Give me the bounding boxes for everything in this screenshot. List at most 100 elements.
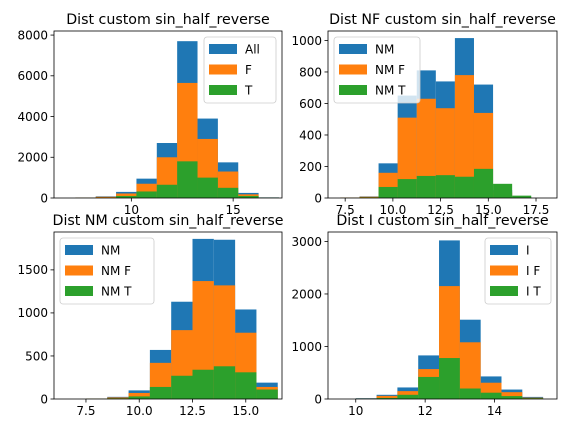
x-tick-label: 7.5 [76, 404, 95, 418]
y-tick-label: 8000 [17, 28, 48, 42]
bar-i-f [501, 392, 523, 399]
legend-label: NM [101, 244, 120, 258]
legend-label: NM T [101, 285, 132, 299]
bar-t [177, 161, 198, 198]
y-tick-label: 2000 [291, 287, 322, 301]
bar-i-t [376, 397, 398, 399]
y-tick-label: 1000 [291, 340, 322, 354]
legend-swatch-nm-f [65, 265, 93, 276]
legend-label: NM T [375, 84, 406, 98]
legend-label: NM F [375, 63, 405, 77]
bar-nm-t [235, 372, 257, 399]
bar-nm-t [192, 369, 214, 399]
bar-nm-t [454, 176, 474, 198]
bar-t [116, 195, 137, 198]
bar-f [116, 193, 137, 198]
subplot-1: 10 15 0 2000 4000 6000 8000 Dist custom sin_hal… [17, 12, 283, 217]
bar-nm-t [128, 396, 150, 399]
legend-swatch-nm [339, 44, 367, 54]
y-tick-label: 4000 [17, 110, 48, 124]
chart-title: Dist NM custom sin_half_reverse [53, 213, 284, 229]
bar-nm-f [454, 75, 474, 198]
y-tick-label: 500 [25, 349, 48, 363]
bar-nm-t [213, 366, 236, 399]
y-tick-label: 0 [40, 392, 48, 406]
chart-title: Dist NF custom sin_half_reverse [329, 12, 556, 28]
bar-t [197, 177, 218, 198]
legend-swatch-all [209, 44, 237, 54]
legend: NM NM F NM T [59, 237, 155, 305]
bar-nm-t [149, 386, 172, 399]
legend-label: All [245, 43, 260, 57]
x-tick-label: 10 [348, 404, 363, 418]
bar-nm-t [397, 179, 417, 198]
y-tick-label: 6000 [17, 69, 48, 83]
x-tick-label: 15 [226, 203, 241, 217]
legend-swatch-f [209, 64, 237, 75]
subplot-4: 10 12 14 0 1000 2000 3000 Dist I custom sin_hal… [291, 213, 558, 418]
bar-i-t [480, 392, 502, 399]
x-tick-label: 7.5 [336, 203, 355, 217]
legend-label: I F [526, 264, 540, 278]
y-tick-label: 3000 [291, 235, 322, 249]
y-tick-label: 400 [299, 128, 322, 142]
bar-t [156, 184, 178, 198]
bar-nm-f [128, 392, 150, 399]
bar-i-t [397, 394, 419, 399]
chart-title: Dist I custom sin_half_reverse [336, 213, 548, 229]
legend-swatch-nm [65, 245, 93, 255]
bar-nm-f [107, 397, 129, 399]
x-tick-label: 17.5 [523, 203, 550, 217]
y-tick-label: 1500 [17, 263, 48, 277]
bar-nm-f [192, 281, 214, 399]
y-tick-label: 0 [314, 191, 322, 205]
bar-t [238, 195, 259, 198]
legend-label: T [244, 84, 253, 98]
bar-nm-f [397, 117, 417, 198]
y-tick-label: 1000 [17, 306, 48, 320]
bar-i-t [459, 388, 481, 399]
legend-swatch-i-f [490, 265, 518, 276]
bar-i-f [376, 395, 398, 399]
bar-nm-t [378, 186, 398, 198]
legend-label: NM [375, 43, 394, 57]
legend-swatch-nm-f [339, 64, 367, 75]
legend: All FT [203, 36, 277, 104]
legend-label: NM F [101, 264, 131, 278]
x-tick-label: 14 [487, 404, 502, 418]
legend-swatch-i-t [490, 286, 518, 296]
x-tick-label: 15.0 [232, 404, 259, 418]
x-tick-label: 12 [418, 404, 433, 418]
y-tick-label: 2000 [17, 151, 48, 165]
bar-t [136, 191, 157, 198]
bar-nm-t [435, 175, 455, 198]
subplot-3: 7.5 10.0 12.5 15.0 0 500 1000 1500 Dist NM custo… [17, 213, 283, 418]
bar-nm-t [493, 183, 513, 198]
legend-swatch-nm-t [65, 286, 93, 296]
bar-i-f [459, 342, 481, 399]
legend-label: I T [526, 285, 541, 299]
y-tick-label: 600 [299, 97, 322, 111]
x-tick-label: 15.0 [475, 203, 502, 217]
bar-nm-t [171, 375, 193, 399]
legend-label: F [245, 63, 252, 77]
y-tick-label: 0 [40, 191, 48, 205]
y-tick-label: 0 [314, 392, 322, 406]
axes-frame [53, 231, 283, 400]
legend: I I F I T [484, 237, 552, 305]
x-tick-label: 10.0 [126, 404, 153, 418]
y-tick-label: 1000 [291, 34, 322, 48]
y-tick-label: 800 [299, 65, 322, 79]
bar-nm-t [473, 168, 494, 198]
bar-nm-f [416, 98, 436, 198]
bar-t [217, 187, 239, 198]
legend-swatch-nm-t [339, 85, 367, 95]
bar-nm-t [512, 195, 532, 198]
bar-nm-t [256, 389, 278, 399]
legend: NM NM F NM T [333, 36, 421, 104]
subplot-2: 7.5 10.0 12.5 15.0 17.5 0 200 400 600 800 1000 Dist… [291, 12, 558, 217]
y-tick-label: 200 [299, 160, 322, 174]
x-tick-label: 10.0 [380, 203, 407, 217]
